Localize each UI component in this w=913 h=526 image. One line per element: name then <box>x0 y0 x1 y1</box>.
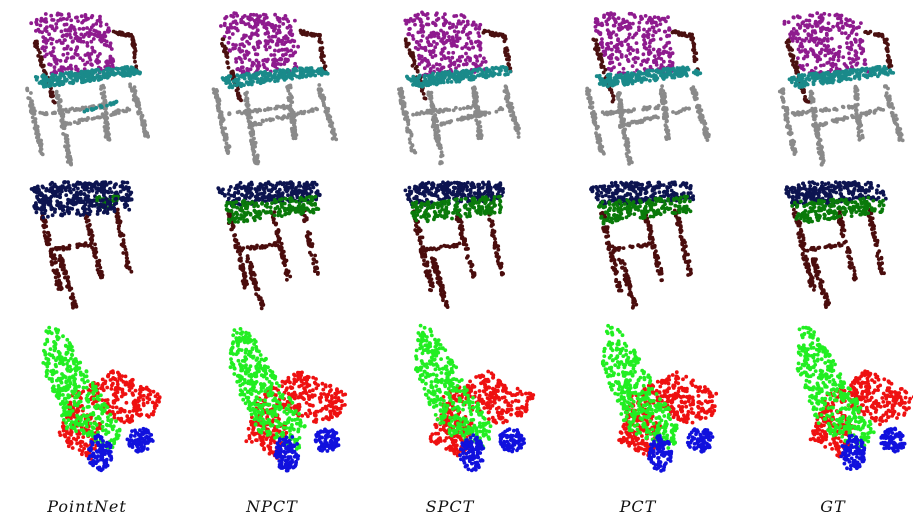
column-label-spct: SPCT <box>425 497 475 516</box>
airplane-point-cloud-gt <box>795 325 913 471</box>
airplane-point-cloud-spct <box>414 323 536 473</box>
airplane-point-cloud-pointnet <box>41 325 162 473</box>
table-point-cloud-spct <box>403 180 505 309</box>
airplane-point-cloud-npct <box>228 327 348 473</box>
column-label-pointnet: PointNet <box>47 497 127 516</box>
table-point-cloud-npct <box>216 180 322 311</box>
chair-point-cloud-spct <box>397 10 521 166</box>
chair-point-cloud-gt <box>777 11 905 167</box>
chair-point-cloud-pct <box>585 11 711 166</box>
airplane-point-cloud-pct <box>600 323 719 473</box>
column-label-pct: PCT <box>619 497 657 516</box>
table-point-cloud-pointnet <box>29 180 134 310</box>
chair-point-cloud-npct <box>211 11 339 166</box>
table-point-cloud-pct <box>589 180 696 310</box>
column-label-npct: NPCT <box>246 497 298 516</box>
column-label-gt: GT <box>820 497 846 516</box>
chair-point-cloud-pointnet <box>25 11 151 167</box>
table-point-cloud-gt <box>784 180 888 309</box>
